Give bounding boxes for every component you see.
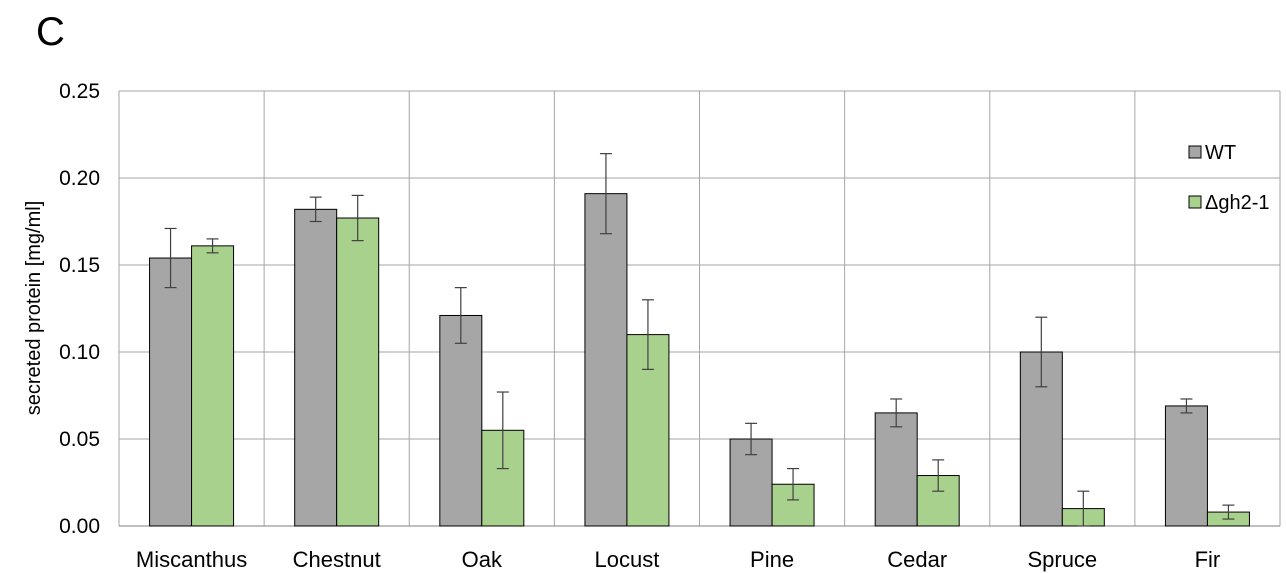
y-tick-label: 0.15: [59, 254, 100, 277]
y-tick-label: 0.00: [59, 515, 100, 538]
error-bar-wt-cedar: [890, 398, 903, 428]
x-tick-label: Oak: [462, 547, 503, 572]
x-tick-label: Fir: [1195, 547, 1221, 572]
legend-swatch: [1188, 195, 1202, 209]
legend-label: Δgh2-1: [1205, 192, 1270, 214]
error-bar-wt-oak: [454, 287, 467, 344]
error-bar-dgh2-cedar: [932, 459, 945, 492]
legend-item-wt: WT: [1188, 142, 1236, 164]
bar-dgh2-chestnut: [336, 217, 380, 527]
y-tick-label: 0.25: [59, 80, 100, 103]
error-bar-wt-pine: [745, 422, 758, 456]
bar-dgh2-miscanthus: [191, 245, 235, 527]
x-tick-label: Locust: [595, 547, 660, 572]
bar-wt-chestnut: [294, 208, 338, 527]
error-bar-wt-spruce: [1035, 316, 1048, 388]
x-tick-label: Miscanthus: [136, 547, 247, 572]
legend-item-dgh2: Δgh2-1: [1188, 192, 1270, 214]
error-bar-wt-fir: [1180, 398, 1193, 414]
bar-wt-fir: [1164, 405, 1208, 527]
y-tick-label: 0.20: [59, 167, 100, 190]
bar-wt-oak: [439, 314, 483, 527]
error-bar-dgh2-chestnut: [351, 194, 364, 242]
bar-wt-miscanthus: [149, 257, 193, 527]
legend-swatch: [1188, 145, 1202, 159]
error-bar-dgh2-fir: [1222, 504, 1235, 520]
y-ticks: 0.00 0.05 0.10 0.15 0.20 0.25: [59, 80, 100, 538]
bar-wt-locust: [584, 193, 628, 527]
error-bar-dgh2-locust: [641, 299, 654, 370]
panel-label: C: [36, 10, 65, 54]
x-tick-label: Spruce: [1027, 547, 1097, 572]
x-tick-label: Chestnut: [293, 547, 381, 572]
x-ticks: Miscanthus Chestnut Oak Locust Pine Cedar Spru…: [136, 547, 1220, 572]
error-bar-wt-miscanthus: [164, 227, 177, 289]
error-bar-dgh2-pine: [787, 467, 800, 501]
y-tick-label: 0.05: [59, 428, 100, 451]
x-tick-label: Cedar: [887, 547, 947, 572]
y-tick-label: 0.10: [59, 341, 100, 364]
error-bar-wt-locust: [599, 153, 612, 235]
error-bars: [164, 153, 1235, 527]
error-bar-wt-chestnut: [309, 196, 322, 223]
x-tick-label: Pine: [750, 547, 794, 572]
grid: [118, 90, 1281, 527]
legend: WT Δgh2-1: [1188, 142, 1270, 214]
error-bar-dgh2-miscanthus: [206, 238, 219, 254]
bar-wt-cedar: [874, 412, 918, 527]
error-bar-dgh2-oak: [496, 391, 509, 470]
legend-label: WT: [1205, 142, 1236, 164]
y-axis-label: secreted protein [mg/ml]: [23, 201, 45, 416]
error-bar-dgh2-spruce: [1077, 490, 1090, 527]
